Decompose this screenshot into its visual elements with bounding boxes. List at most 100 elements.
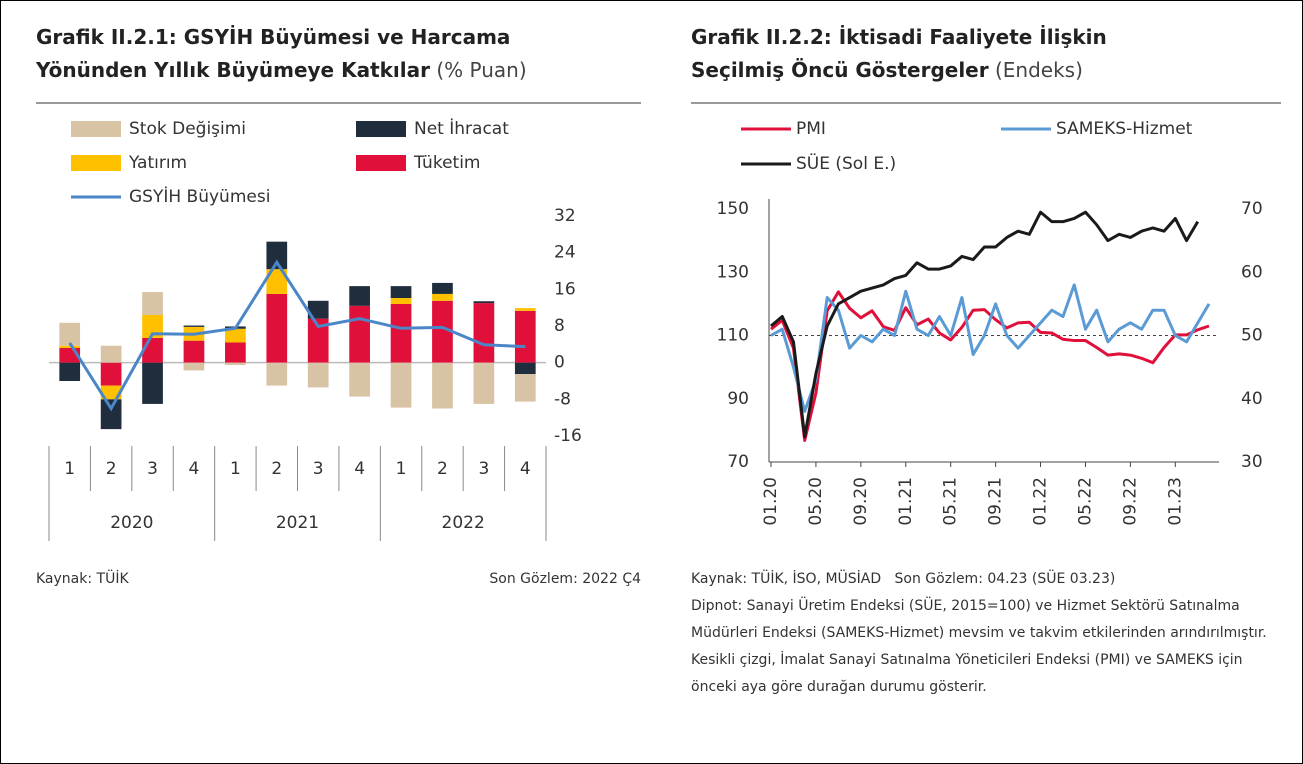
x-tick-label: 1 [396, 459, 407, 479]
bar-segment [307, 300, 329, 319]
x-tick-label: 2 [437, 459, 448, 479]
x-tick-label: 01.22 [1031, 477, 1051, 526]
bar-segment [100, 345, 122, 363]
legend-label: PMI [796, 119, 826, 139]
bar-segment [432, 300, 453, 363]
bar-segment [514, 310, 536, 363]
legend-label: Yatırım [128, 153, 187, 173]
x-tick-label: 3 [147, 459, 158, 479]
bar-segment [432, 362, 453, 409]
bar-segment [432, 282, 453, 294]
x-tick-label: 2 [106, 459, 117, 479]
bar-segment [183, 325, 205, 327]
y-tick-label: 16 [554, 279, 576, 299]
bar-segment [514, 374, 536, 402]
bar-segment [390, 298, 412, 304]
subtitle: (% Puan) [436, 58, 527, 82]
bar-segment [225, 328, 246, 343]
title-rule [691, 102, 1281, 104]
bar-segment [349, 305, 370, 363]
legend-label: GSYİH Büyümesi [129, 186, 270, 207]
last-observation: Son Gözlem: 2022 Ç4 [489, 571, 641, 587]
bar-segment [225, 342, 246, 363]
bar-segment [307, 362, 329, 388]
source: Kaynak: TÜİK [36, 571, 129, 587]
source: Kaynak: TÜİK, İSO, MÜSİAD Son Gözlem: 04… [691, 571, 1116, 587]
year-label: 2021 [276, 513, 319, 533]
y-tick-label: 70 [727, 452, 749, 472]
y-tick-label: 0 [554, 353, 565, 373]
y2-tick-label: 40 [1241, 389, 1263, 409]
y2-tick-label: 50 [1241, 326, 1263, 346]
y-tick-label: 24 [554, 243, 576, 263]
y-tick-label: 32 [554, 206, 576, 226]
legend-swatch [71, 155, 121, 171]
y2-tick-label: 60 [1241, 262, 1263, 282]
x-tick-label: 4 [189, 459, 200, 479]
bar-segment [473, 301, 495, 304]
bar-segment [349, 286, 370, 306]
bar-segment [59, 322, 81, 346]
legend-swatch [71, 121, 121, 137]
bar-segment [514, 308, 536, 311]
bar-segment [100, 385, 122, 400]
bar-segment [307, 318, 329, 363]
y2-tick-label: 30 [1241, 452, 1263, 472]
bar-segment [59, 362, 81, 381]
bar-segment [473, 362, 495, 404]
bar-segment [266, 269, 288, 294]
y-tick-label: 130 [717, 262, 749, 282]
x-tick-label: 4 [354, 459, 365, 479]
x-tick-label: 3 [313, 459, 324, 479]
legend-label: SÜE (Sol E.) [796, 152, 896, 174]
line [770, 283, 1211, 413]
bar-segment [390, 304, 412, 363]
title: Grafik II.2.2: İktisadi Faaliyete İlişki… [691, 25, 1107, 82]
subtitle: (Endeks) [994, 58, 1083, 82]
bar-segment [432, 293, 453, 301]
footnote: Dipnot: Sanayi Üretim Endeksi (SÜE, 2015… [691, 598, 1267, 695]
year-label: 2022 [442, 513, 485, 533]
x-tick-label: 1 [230, 459, 241, 479]
y-tick-label: 8 [554, 316, 565, 336]
chart-title-1: Grafik II.2.1: GSYİH Büyümesi ve Harcama… [36, 21, 626, 87]
legend-label: Stok Değişimi [129, 119, 246, 139]
y-tick-label: 90 [727, 389, 749, 409]
title: Grafik II.2.1: GSYİH Büyümesi ve Harcama… [36, 25, 511, 82]
bar-segment [225, 362, 246, 365]
bar-segment [142, 292, 163, 315]
y-tick-label: 150 [717, 199, 749, 219]
bar-segment [473, 303, 495, 363]
bar-segment [142, 337, 163, 363]
y-tick-label: -8 [554, 389, 571, 409]
legend-swatch [356, 155, 406, 171]
bar-segment [183, 340, 205, 363]
bar-segment [142, 362, 163, 404]
x-tick-label: 09.20 [851, 477, 871, 526]
x-tick-label: 2 [271, 459, 282, 479]
x-tick-label: 05.22 [1075, 477, 1095, 526]
x-tick-label: 09.22 [1120, 477, 1140, 526]
bar-segment [514, 362, 536, 375]
bar-segment [100, 399, 122, 430]
y2-tick-label: 70 [1241, 199, 1263, 219]
bar-segment [266, 362, 288, 386]
x-tick-label: 01.23 [1165, 477, 1185, 526]
legend-label: Net İhracat [414, 118, 509, 139]
legend-label: SAMEKS-Hizmet [1056, 119, 1193, 139]
bar-segment [59, 345, 81, 348]
bar-segment [100, 362, 122, 386]
bar-segment [349, 362, 370, 397]
x-tick-label: 4 [520, 459, 531, 479]
x-tick-label: 3 [478, 459, 489, 479]
x-tick-label: 01.21 [896, 477, 916, 526]
legend-swatch [356, 121, 406, 137]
x-tick-label: 09.21 [986, 477, 1006, 526]
title-rule [36, 102, 641, 104]
bar-segment [266, 293, 288, 363]
x-tick-label: 01.20 [761, 477, 781, 526]
bar-segment [266, 241, 288, 270]
year-label: 2020 [110, 513, 153, 533]
